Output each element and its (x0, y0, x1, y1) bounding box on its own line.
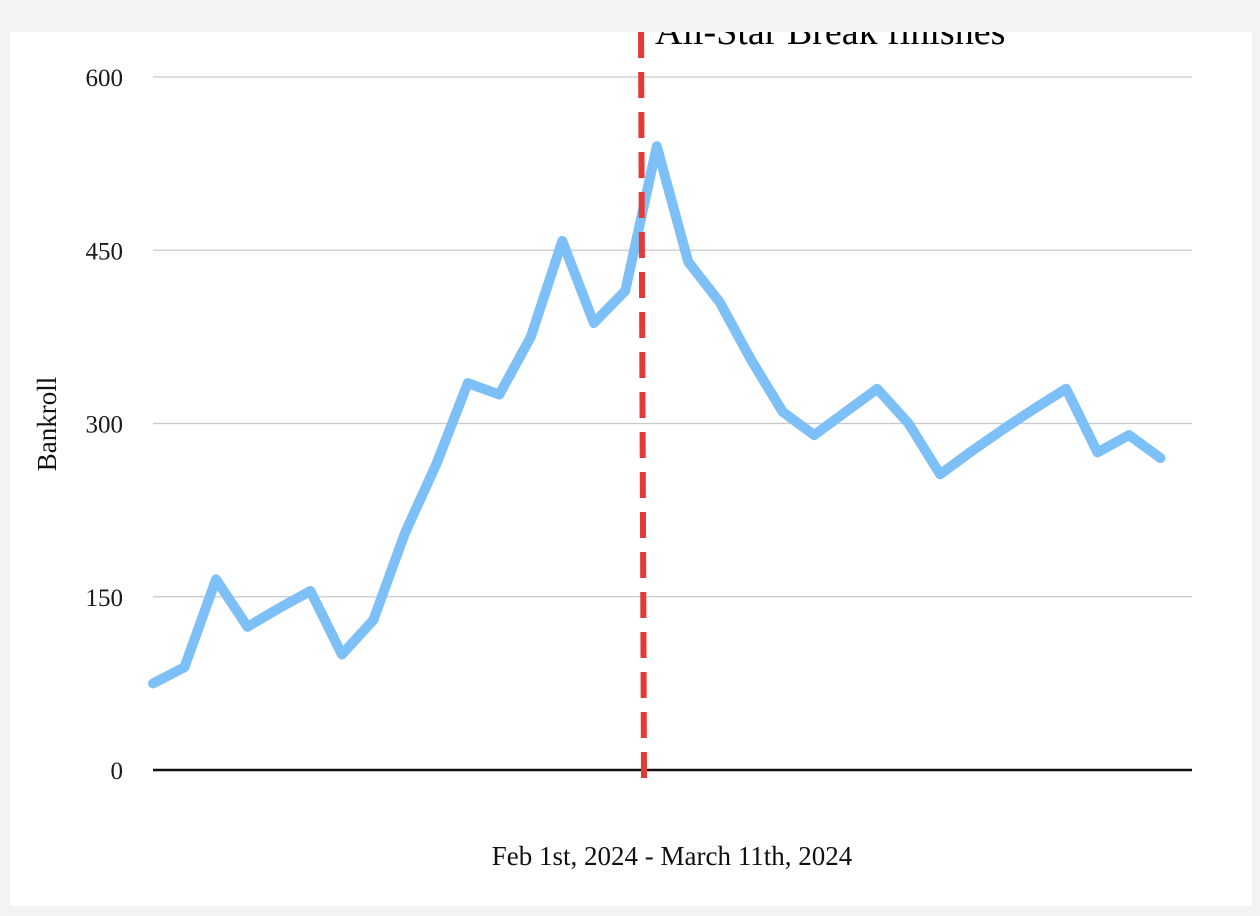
y-tick-labels: 0 150 300 450 600 (86, 65, 124, 785)
data-point (558, 237, 566, 245)
data-point (432, 460, 440, 468)
bankroll-series-line (148, 141, 1166, 689)
data-point (149, 679, 157, 687)
data-points (149, 142, 1165, 687)
y-tick-label: 0 (111, 758, 124, 785)
x-axis-title: Feb 1st, 2024 - March 11th, 2024 (492, 841, 853, 871)
y-tick-label: 450 (86, 238, 124, 265)
bankroll-line-chart: 0 150 300 450 600 All-Star Break finishes Ba… (32, 32, 1192, 871)
data-point (1094, 448, 1102, 456)
data-point (779, 408, 787, 416)
data-point (338, 651, 346, 659)
data-point (905, 420, 913, 428)
gridlines (153, 76, 1192, 598)
data-point (621, 287, 629, 295)
y-axis-title: Bankroll (32, 377, 62, 472)
data-point (212, 575, 220, 583)
data-point (1125, 431, 1133, 439)
data-point (464, 379, 472, 387)
y-tick-label: 300 (86, 412, 124, 439)
data-point (1062, 385, 1070, 393)
data-point (810, 431, 818, 439)
data-point (716, 298, 724, 306)
data-point (1031, 404, 1039, 412)
data-point (1157, 454, 1165, 462)
data-point (495, 391, 503, 399)
data-point (999, 425, 1007, 433)
series-layer (148, 141, 1166, 689)
data-point (590, 319, 598, 327)
data-point (243, 623, 251, 631)
data-point (527, 333, 535, 341)
data-point (747, 356, 755, 364)
annotation-label: All-Star Break finishes (655, 32, 1005, 53)
data-point (275, 604, 283, 612)
data-point (401, 529, 409, 537)
data-point (842, 408, 850, 416)
data-point (369, 616, 377, 624)
data-point (936, 470, 944, 478)
data-point (306, 587, 314, 595)
data-point (653, 142, 661, 150)
y-tick-label: 150 (86, 585, 124, 612)
data-point (684, 258, 692, 266)
chart-frame: 0 150 300 450 600 All-Star Break finishes Ba… (10, 32, 1252, 906)
data-point (180, 663, 188, 671)
y-tick-label: 600 (86, 65, 124, 92)
data-point (968, 447, 976, 455)
all-star-break-marker-line (638, 32, 648, 785)
data-point (873, 385, 881, 393)
